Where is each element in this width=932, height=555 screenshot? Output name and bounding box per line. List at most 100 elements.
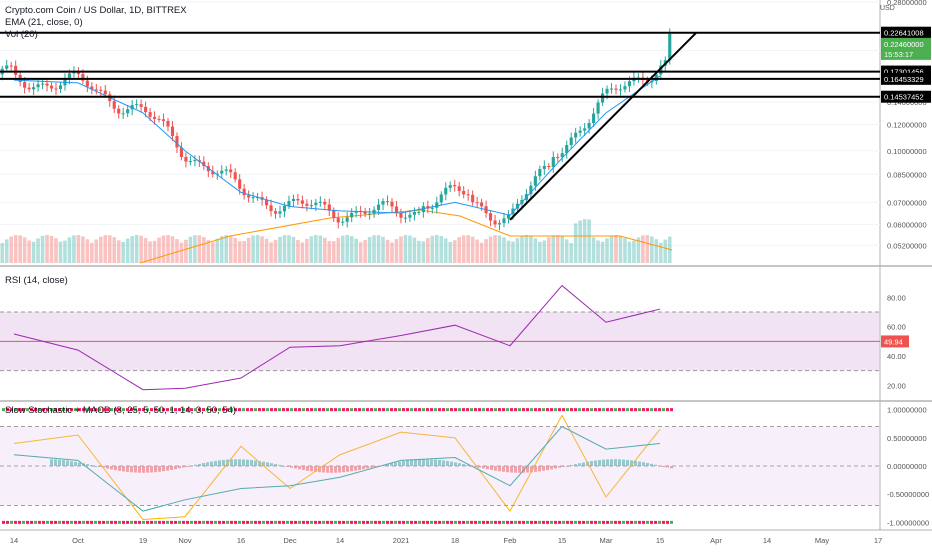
stoch-extreme-dot (514, 408, 517, 412)
macd-histogram-bar (502, 466, 505, 472)
macd-histogram-bar (130, 466, 133, 473)
macd-histogram-bar (618, 459, 621, 466)
volume-bar (363, 240, 367, 263)
price-tick-label: 0.10000000 (887, 147, 927, 156)
stoch-extreme-dot (62, 520, 65, 524)
stoch-extreme-dot (490, 408, 493, 412)
candle-body (300, 200, 304, 204)
stoch-extreme-dot (554, 520, 557, 524)
volume-bar (448, 242, 453, 263)
stoch-extreme-dot (358, 408, 361, 412)
stoch-extreme-dot (198, 520, 201, 524)
candle-body (67, 73, 72, 79)
stoch-extreme-dot (466, 520, 469, 524)
volume-bar (143, 238, 148, 263)
macd-histogram-bar (586, 461, 589, 466)
volume-bar (242, 241, 246, 263)
candle-body (668, 33, 672, 61)
macd-histogram-bar (622, 459, 625, 466)
stoch-extreme-dot (286, 408, 289, 412)
volume-bar (582, 219, 587, 263)
stoch-extreme-dot (2, 408, 5, 412)
stoch-extreme-dot (318, 520, 321, 524)
volume-bar (408, 235, 412, 263)
macd-histogram-bar (546, 466, 549, 471)
stoch-extreme-dot (346, 520, 349, 524)
volume-bar (76, 235, 81, 263)
stoch-extreme-dot (250, 520, 253, 524)
volume-bar (99, 236, 103, 263)
stoch-extreme-dot (530, 520, 533, 524)
volume-bar (435, 235, 439, 263)
stoch-extreme-dot (190, 520, 193, 524)
volume-bar (215, 238, 220, 263)
candle-body (85, 80, 89, 87)
macd-histogram-bar (102, 466, 105, 468)
macd-histogram-bar (306, 466, 309, 471)
macd-histogram-bar (478, 466, 481, 468)
candle-body (45, 83, 49, 86)
stoch-extreme-dot (418, 408, 421, 412)
stoch-extreme-dot (178, 520, 181, 524)
macd-histogram-bar (430, 459, 433, 466)
stoch-extreme-dot (622, 408, 625, 412)
candle-body (376, 204, 381, 210)
macd-histogram-bar (506, 466, 509, 473)
price-tick-label: 0.06000000 (887, 221, 927, 230)
volume-bar (367, 237, 372, 263)
volume-bar (573, 223, 578, 263)
macd-histogram-bar (246, 459, 249, 466)
stoch-extreme-dot (350, 520, 353, 524)
stoch-extreme-dot (386, 408, 389, 412)
volume-bar (641, 235, 645, 263)
stoch-extreme-dot (454, 408, 457, 412)
macd-histogram-bar (110, 466, 113, 470)
stoch-extreme-dot (362, 520, 365, 524)
macd-histogram-bar (354, 466, 357, 471)
stoch-extreme-dot (338, 520, 341, 524)
macd-histogram-bar (210, 461, 213, 466)
volume-bar (614, 235, 618, 263)
volume-bar (515, 238, 520, 263)
stoch-extreme-dot (326, 520, 329, 524)
macd-histogram-bar (614, 459, 617, 466)
macd-histogram-bar (370, 466, 373, 468)
time-tick-label: 2021 (393, 536, 410, 545)
candle-body (323, 201, 327, 205)
rsi-pane[interactable] (0, 267, 880, 401)
stoch-extreme-dot (442, 408, 445, 412)
stoch-extreme-dot (586, 520, 589, 524)
time-tick-label: 15 (656, 536, 664, 545)
trend-line (509, 32, 697, 221)
stoch-extreme-dot (238, 408, 241, 412)
macd-histogram-bar (642, 462, 645, 466)
stoch-extreme-dot (130, 408, 133, 412)
volume-bar (58, 241, 63, 263)
macd-histogram-bar (118, 466, 121, 471)
volume-bar (327, 241, 332, 263)
stoch-extreme-dot (366, 408, 369, 412)
candle-body (412, 212, 416, 215)
volume-bar (461, 235, 466, 263)
macd-histogram-bar (450, 461, 453, 466)
macd-histogram-bar (530, 466, 533, 473)
price-pane[interactable] (0, 0, 880, 266)
stoch-extreme-dot (334, 520, 337, 524)
stoch-extreme-dot (206, 408, 209, 412)
volume-bar (184, 239, 188, 263)
candle-body (533, 176, 537, 186)
candle-body (94, 89, 98, 91)
volume-bar (18, 235, 22, 263)
macd-histogram-bar (138, 466, 141, 473)
time-tick-label: Nov (178, 536, 192, 545)
stoch-extreme-dot (322, 520, 325, 524)
candle-body (560, 153, 564, 158)
stoch-extreme-dot (342, 408, 345, 412)
stoch-extreme-dot (542, 520, 545, 524)
candle-body (296, 198, 300, 201)
price-label-box (881, 72, 931, 85)
volume-bar (54, 238, 58, 263)
stoch-extreme-dot (398, 520, 401, 524)
volume-bar (121, 242, 125, 263)
volume-bar (502, 237, 506, 263)
